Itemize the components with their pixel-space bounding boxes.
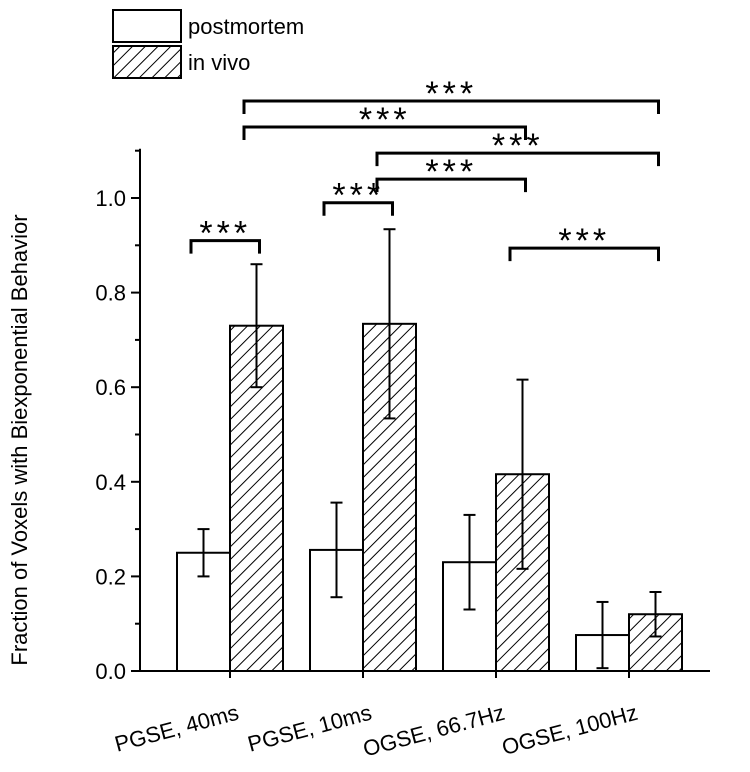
y-tick-label: 0.8 xyxy=(95,281,126,306)
x-tick-label: PGSE, 10ms xyxy=(245,700,374,757)
significance-label: *** xyxy=(332,177,384,215)
significance-label: *** xyxy=(492,127,544,165)
x-tick-label: PGSE, 40ms xyxy=(112,700,241,757)
significance-bracket xyxy=(375,177,527,193)
significance-bracket xyxy=(375,151,660,167)
x-tick-label: OGSE, 100Hz xyxy=(499,700,640,760)
significance-label: *** xyxy=(558,222,610,260)
y-tick-label: 1.0 xyxy=(95,186,126,211)
legend-label: postmortem xyxy=(188,14,304,39)
bar-in-vivo xyxy=(628,613,683,672)
legend-label: in vivo xyxy=(188,50,250,75)
significance-bracket xyxy=(242,125,527,141)
significance-bracket xyxy=(322,201,394,216)
significance-bracket xyxy=(189,239,261,254)
significance-label: *** xyxy=(425,153,477,191)
significance-label: *** xyxy=(359,101,411,139)
x-tick-label: OGSE, 66.7Hz xyxy=(360,700,507,762)
y-tick-label: 0.4 xyxy=(95,470,126,495)
y-tick-label: 0.0 xyxy=(95,659,126,684)
y-tick-label: 0.2 xyxy=(95,564,126,589)
significance-label: *** xyxy=(425,75,477,113)
significance-bracket xyxy=(508,246,660,262)
legend-swatch-postmortem xyxy=(112,9,182,43)
significance-label: *** xyxy=(199,215,251,253)
y-tick-label: 0.6 xyxy=(95,375,126,400)
y-axis-label: Fraction of Voxels with Biexponential Be… xyxy=(7,214,32,665)
significance-bracket xyxy=(242,99,660,115)
legend-swatch-in-vivo xyxy=(112,45,182,79)
